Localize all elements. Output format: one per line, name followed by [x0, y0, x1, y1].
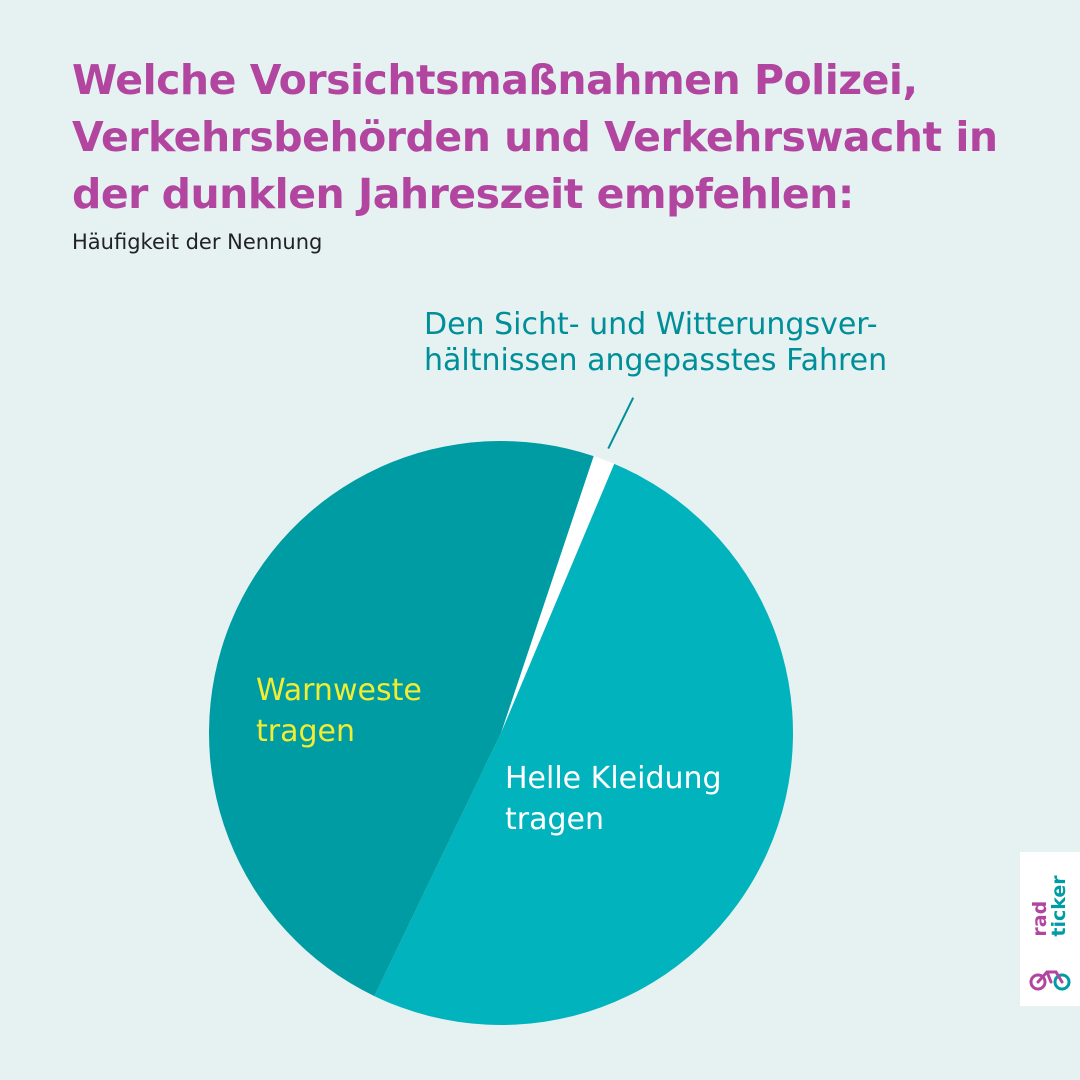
- label-warnweste-line-2: tragen: [256, 714, 355, 749]
- label-sicht: Den Sicht- und Witterungsver-hältnissen …: [424, 307, 887, 378]
- chart-title: Welche Vorsichtsmaßnahmen Polizei, Verke…: [72, 56, 998, 218]
- pie-slices: [208, 440, 794, 1025]
- logo-wordmark: rad ticker: [993, 875, 1080, 936]
- pie-labels: Den Sicht- und Witterungsver-hältnissen …: [256, 307, 887, 837]
- slice-warnweste: [208, 440, 594, 997]
- label-helle-kleidung-line-1: Helle Kleidung: [505, 761, 722, 796]
- chart-subtitle: Häufigkeit der Nennung: [72, 230, 323, 254]
- label-warnweste-line-1: Warnweste: [256, 673, 422, 708]
- radticker-logo: rad ticker: [1020, 852, 1080, 1006]
- logo-line-ticker: ticker: [1048, 875, 1070, 937]
- slice-helle-kleidung: [374, 463, 794, 1025]
- label-sicht-line-1: Den Sicht- und Witterungsver-: [424, 307, 878, 342]
- slice-sicht: [501, 456, 615, 733]
- label-sicht-line-2: hältnissen angepasstes Fahren: [424, 343, 887, 378]
- label-warnweste: Warnweste tragen: [256, 673, 422, 749]
- sicht-leader-line: [607, 397, 635, 449]
- label-helle-kleidung-line-2: tragen: [505, 802, 604, 837]
- label-helle-kleidung: Helle Kleidung tragen: [505, 761, 722, 837]
- bicycle-icon: [1029, 970, 1071, 991]
